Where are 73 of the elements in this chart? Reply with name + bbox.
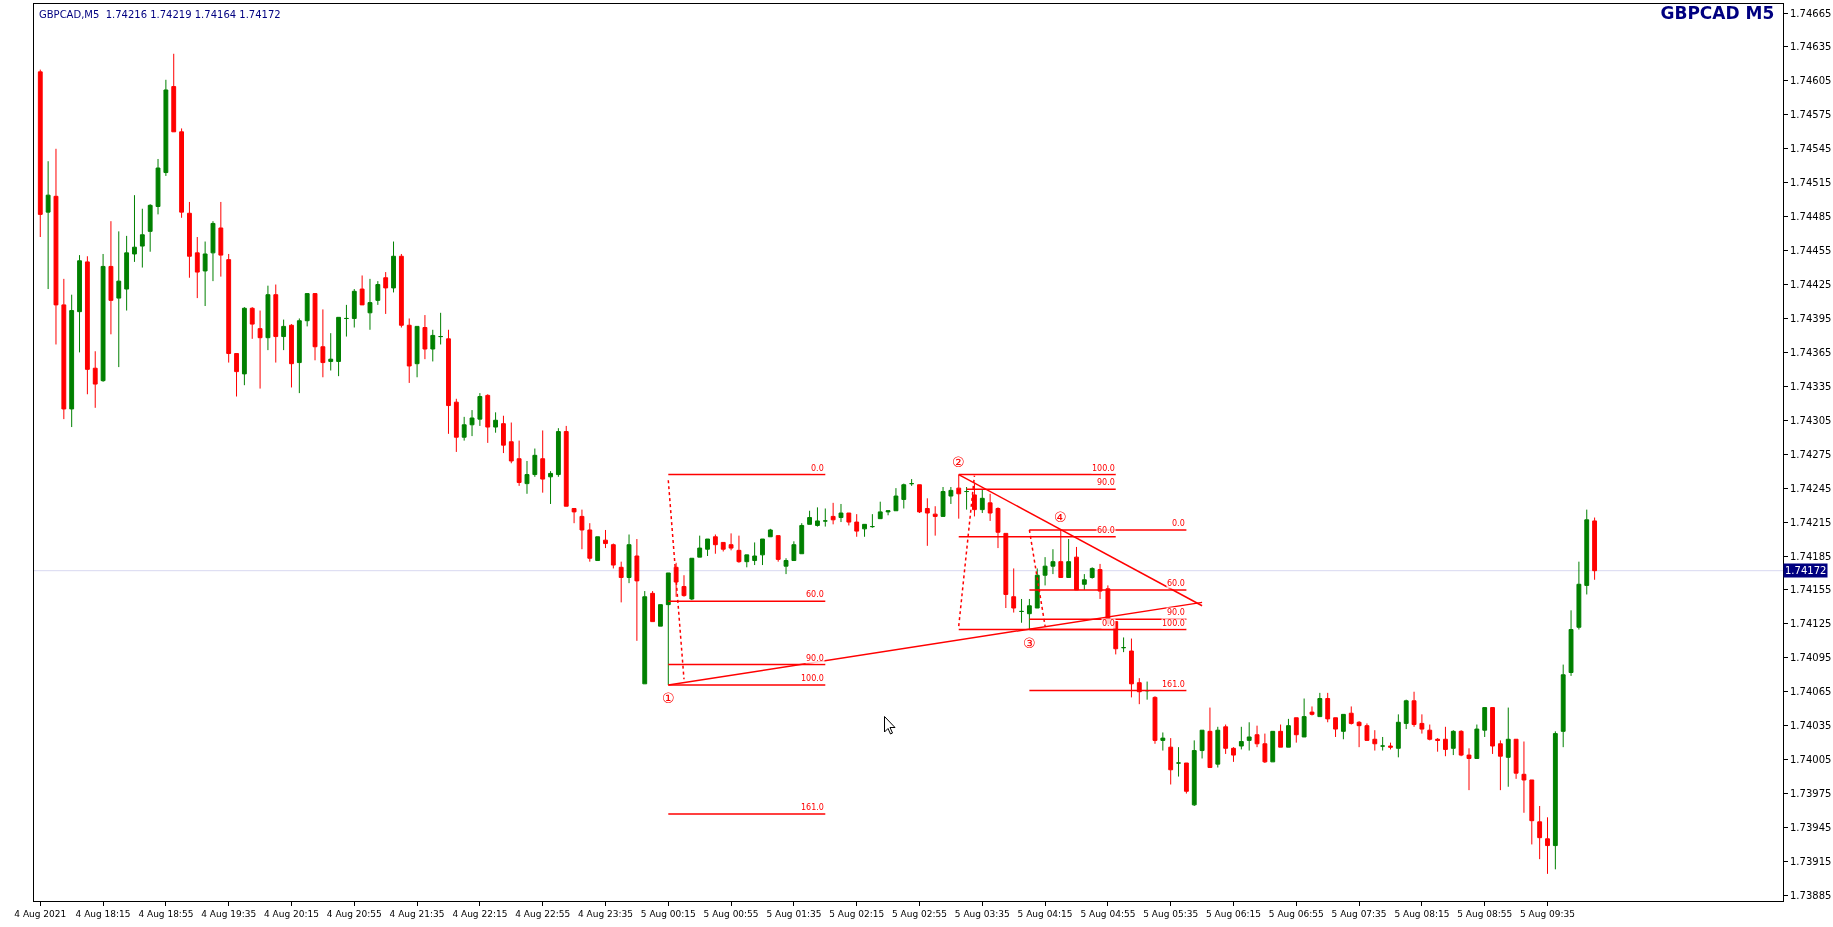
x-tick-label: 4 Aug 21:35 [389, 908, 445, 919]
y-tick-label: 1.74575 [1790, 109, 1832, 121]
y-tick-label: 1.74425 [1790, 279, 1832, 291]
annotation: 100.0 [1092, 464, 1115, 473]
annotation: ② [952, 454, 965, 470]
y-tick-label: 1.74365 [1790, 346, 1832, 358]
y-tick-label: 1.74635 [1790, 41, 1832, 53]
annotation: 0.0 [811, 464, 824, 473]
x-tick-label: 4 Aug 18:55 [138, 908, 194, 919]
x-tick-label: 5 Aug 01:35 [766, 908, 822, 919]
y-tick-label: 1.74275 [1790, 448, 1832, 460]
x-tick-label: 4 Aug 22:15 [452, 908, 508, 919]
annotation: 161.0 [1162, 680, 1185, 689]
y-tick-label: 1.74155 [1790, 584, 1832, 596]
y-tick-label: 1.74065 [1790, 686, 1832, 698]
y-tick-label: 1.73975 [1790, 788, 1832, 800]
y-tick-label: 1.74185 [1790, 550, 1832, 562]
annotation: 100.0 [801, 674, 824, 683]
y-tick-label: 1.74545 [1790, 143, 1832, 155]
y-tick-label: 1.74035 [1790, 720, 1832, 732]
x-tick-label: 5 Aug 08:55 [1457, 908, 1513, 919]
x-tick-label: 5 Aug 00:55 [703, 908, 759, 919]
y-tick-label: 1.74005 [1790, 754, 1832, 766]
x-tick-label: 4 Aug 20:15 [264, 908, 319, 919]
x-tick-label: 5 Aug 04:15 [1017, 908, 1073, 919]
y-tick-label: 1.74455 [1790, 245, 1832, 257]
x-tick-label: 5 Aug 07:35 [1331, 908, 1387, 919]
annotation: 161.0 [801, 803, 824, 812]
x-tick-label: 5 Aug 03:35 [954, 908, 1010, 919]
annotation: 90.0 [806, 654, 824, 663]
annotation: 60.0 [1097, 526, 1115, 535]
x-tick-label: 5 Aug 09:35 [1520, 908, 1575, 919]
annotation: 60.0 [1167, 579, 1185, 588]
chart-title: GBPCAD M5 [1660, 3, 1775, 24]
annotation: ④ [1054, 509, 1067, 525]
y-tick-label: 1.74215 [1790, 516, 1832, 528]
y-tick-label: 1.74125 [1790, 618, 1832, 630]
annotation: 0.0 [1172, 519, 1185, 528]
annotation: ① [662, 690, 675, 706]
annotation: 90.0 [1167, 608, 1185, 617]
x-tick-label: 4 Aug 20:55 [326, 908, 382, 919]
ref-line-label: 1.74172 [1785, 565, 1827, 576]
x-tick-label: 4 Aug 23:35 [578, 908, 633, 919]
x-tick-label: 5 Aug 05:35 [1143, 908, 1199, 919]
annotation: 100.0 [1162, 619, 1185, 628]
y-tick-label: 1.74245 [1790, 482, 1832, 494]
x-tick-label: 4 Aug 18:15 [75, 908, 131, 919]
x-tick-label: 5 Aug 02:55 [892, 908, 947, 919]
y-tick-label: 1.74515 [1790, 177, 1832, 189]
x-tick-label: 5 Aug 02:15 [829, 908, 885, 919]
x-tick-label: 5 Aug 06:55 [1268, 908, 1324, 919]
y-tick-label: 1.73885 [1790, 889, 1832, 901]
y-tick-label: 1.74335 [1790, 380, 1832, 392]
x-tick-label: 4 Aug 2021 [14, 908, 67, 919]
y-tick-label: 1.74095 [1790, 652, 1832, 664]
x-tick-label: 4 Aug 19:35 [201, 908, 257, 919]
x-tick-label: 4 Aug 22:55 [515, 908, 571, 919]
x-tick-label: 5 Aug 08:15 [1394, 908, 1450, 919]
text: GBPCAD,M5 1.74216 1.74219 1.74164 1.74172 [39, 9, 281, 20]
y-tick-label: 1.74665 [1790, 7, 1832, 19]
y-tick-label: 1.73915 [1790, 855, 1832, 867]
y-tick-label: 1.74395 [1790, 312, 1832, 324]
annotation: 90.0 [1097, 478, 1115, 487]
annotation: 60.0 [806, 590, 824, 599]
y-tick-label: 1.73945 [1790, 821, 1832, 833]
annotation: ③ [1023, 635, 1036, 651]
x-tick-label: 5 Aug 04:55 [1080, 908, 1136, 919]
y-tick-label: 1.74605 [1790, 75, 1832, 87]
y-tick-label: 1.74305 [1790, 414, 1832, 426]
y-tick-label: 1.74485 [1790, 211, 1832, 223]
x-tick-label: 5 Aug 00:15 [640, 908, 696, 919]
annotation: 0.0 [1102, 619, 1115, 628]
x-tick-label: 5 Aug 06:15 [1206, 908, 1261, 919]
